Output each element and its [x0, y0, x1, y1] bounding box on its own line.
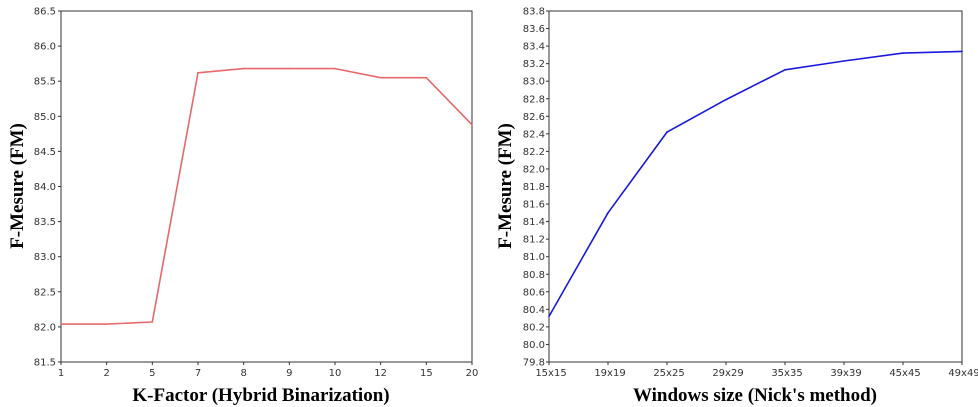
data-point — [666, 131, 668, 133]
data-point — [607, 212, 609, 214]
data-point — [151, 321, 154, 323]
x-tick-label: 20 — [466, 368, 479, 379]
x-axis-title: K-Factor (Hybrid Binarization) — [132, 385, 389, 406]
data-point — [548, 315, 550, 318]
x-tick-label: 25x25 — [653, 368, 684, 379]
y-tick-label: 84.0 — [34, 182, 56, 193]
y-tick-label: 82.2 — [523, 147, 545, 158]
data-point — [902, 52, 904, 54]
y-tick-label: 80.0 — [523, 340, 545, 351]
y-tick-label: 85.5 — [34, 77, 56, 88]
data-point — [242, 67, 245, 70]
y-tick-label: 79.8 — [523, 358, 545, 369]
x-tick-label: 5 — [149, 368, 155, 379]
y-axis-title: F-Mesure (FM) — [495, 123, 516, 249]
data-point — [725, 98, 727, 101]
x-tick-label: 35x35 — [771, 368, 802, 379]
data-point — [197, 71, 199, 74]
y-tick-label: 82.0 — [523, 164, 545, 175]
y-axis-title: F-Mesure (FM) — [7, 123, 28, 249]
x-tick-label: 45x45 — [889, 368, 920, 379]
y-tick-label: 86.0 — [34, 42, 56, 53]
x-tick-label: 8 — [240, 368, 246, 379]
x-tick-label: 10 — [329, 368, 342, 379]
y-tick-label: 81.4 — [523, 217, 545, 228]
data-point — [379, 76, 382, 79]
series-line — [548, 50, 963, 317]
chart-window-size: Windows size (Nick's method) F-Mesure (F… — [495, 7, 978, 407]
x-tick-label: 15 — [420, 368, 433, 379]
data-point — [288, 67, 291, 70]
y-tick-label: 82.4 — [523, 129, 545, 140]
plot-frame — [548, 10, 963, 363]
y-tick-label: 83.6 — [523, 24, 545, 35]
x-axis-title: Windows size (Nick's method) — [633, 385, 877, 406]
x-tick-label: 29x29 — [712, 368, 743, 379]
plot-frame — [60, 10, 473, 363]
y-tick-label: 83.8 — [523, 7, 545, 18]
y-tick-label: 86.5 — [34, 7, 56, 18]
x-tick-label: 49x49 — [948, 368, 978, 379]
x-tick-label: 19x19 — [594, 368, 625, 379]
data-point — [471, 123, 473, 126]
data-point — [60, 323, 62, 325]
y-tick-label: 83.0 — [523, 77, 545, 88]
data-point — [843, 60, 845, 62]
y-tick-label: 81.6 — [523, 200, 545, 211]
x-tick-label: 39x39 — [830, 368, 861, 379]
y-tick-label: 81.0 — [523, 252, 545, 263]
data-point — [961, 50, 963, 53]
x-tick-label: 9 — [286, 368, 292, 379]
y-tick-label: 80.2 — [523, 322, 545, 333]
y-tick-label: 80.8 — [523, 270, 545, 281]
x-tick-label: 12 — [374, 368, 387, 379]
y-tick-label: 81.2 — [523, 235, 545, 246]
y-tick-label: 80.6 — [523, 287, 545, 298]
y-tick-label: 81.8 — [523, 182, 545, 193]
data-point — [784, 68, 786, 71]
y-tick-label: 83.0 — [34, 252, 56, 263]
x-tick-label: 7 — [195, 368, 201, 379]
y-tick-label: 84.5 — [34, 147, 56, 158]
y-tick-label: 82.0 — [34, 322, 56, 333]
y-tick-label: 82.6 — [523, 112, 545, 123]
y-tick-label: 82.5 — [34, 287, 56, 298]
x-tick-label: 2 — [103, 368, 109, 379]
chart-k-factor: K-Factor (Hybrid Binarization) F-Mesure … — [7, 7, 478, 407]
y-tick-label: 81.5 — [34, 358, 56, 369]
y-tick-label: 85.0 — [34, 112, 56, 123]
y-tick-label: 83.5 — [34, 217, 56, 228]
y-tick-label: 82.8 — [523, 94, 545, 105]
x-tick-label: 15x15 — [535, 368, 566, 379]
data-point — [105, 323, 108, 325]
y-tick-label: 80.4 — [523, 305, 545, 316]
y-tick-label: 83.2 — [523, 59, 545, 70]
series-line — [61, 67, 473, 325]
data-point — [425, 76, 428, 79]
y-tick-label: 83.4 — [523, 42, 545, 53]
data-point — [334, 67, 336, 70]
x-tick-label: 1 — [58, 368, 64, 379]
